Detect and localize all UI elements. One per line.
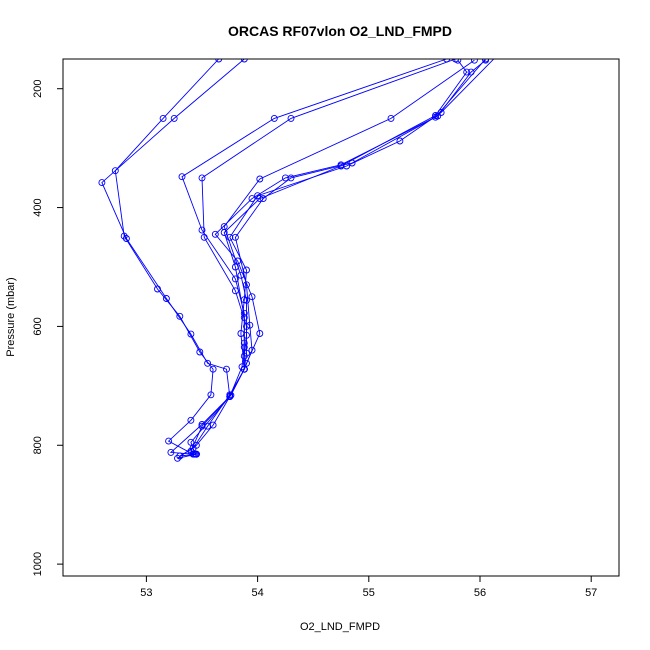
data-point — [215, 59, 223, 63]
data-point — [246, 321, 254, 329]
data-point — [211, 230, 219, 238]
data-point — [200, 233, 208, 241]
series-line — [190, 59, 486, 455]
data-point — [234, 257, 242, 265]
chart-title: ORCAS RF07vlon O2_LND_FMPD — [228, 23, 452, 39]
x-tick-label: 53 — [140, 587, 152, 599]
data-point — [240, 314, 248, 321]
series-line — [234, 59, 486, 370]
data-point — [240, 59, 248, 63]
data-point — [231, 263, 239, 271]
data-point — [396, 137, 404, 145]
series-line — [101, 59, 245, 455]
data-point — [174, 454, 181, 462]
data-point — [287, 114, 295, 122]
data-point — [337, 162, 345, 170]
data-point — [207, 391, 215, 399]
data-point — [495, 59, 499, 60]
data-point — [240, 365, 248, 373]
data-point — [122, 235, 130, 242]
data-point — [467, 68, 475, 76]
series-2 — [98, 59, 248, 458]
plot-frame — [62, 58, 620, 577]
data-point — [226, 393, 234, 400]
data-point — [482, 59, 490, 63]
data-point — [162, 295, 170, 302]
y-tick-label: 200 — [32, 80, 44, 98]
data-point — [198, 226, 206, 234]
y-tick-label: 400 — [32, 198, 44, 216]
data-point — [470, 59, 478, 64]
data-point — [454, 59, 462, 64]
data-point — [231, 287, 239, 295]
data-point — [248, 293, 256, 301]
x-tick-label: 57 — [585, 587, 597, 599]
data-point — [191, 450, 199, 458]
series-1 — [111, 59, 223, 458]
data-point — [482, 59, 490, 64]
data-point — [220, 229, 228, 236]
data-point — [248, 346, 256, 354]
data-point — [432, 112, 439, 119]
data-point — [176, 452, 184, 460]
data-point — [243, 359, 250, 367]
series-4 — [198, 59, 459, 373]
series-8 — [187, 59, 490, 458]
x-axis-label: O2_LND_FMPD — [300, 621, 380, 633]
data-point — [248, 195, 256, 203]
x-tick-label: 55 — [363, 587, 375, 599]
data-point — [226, 233, 234, 241]
data-point — [98, 179, 106, 187]
data-point — [187, 330, 195, 338]
data-point — [170, 114, 178, 122]
data-point — [198, 174, 206, 182]
y-tick-label: 1000 — [32, 552, 44, 576]
series-line — [179, 59, 475, 457]
data-point — [243, 266, 250, 274]
y-tick-label: 800 — [32, 436, 44, 454]
data-point — [270, 114, 278, 122]
data-point — [111, 167, 119, 175]
data-point — [256, 330, 264, 337]
data-point — [256, 175, 264, 183]
series-line — [223, 59, 468, 370]
x-tick-label: 56 — [474, 587, 486, 599]
series-line — [114, 59, 220, 455]
series-line — [190, 59, 495, 455]
data-point — [231, 275, 239, 283]
data-point — [243, 281, 250, 289]
data-point — [176, 312, 184, 320]
x-tick-label: 54 — [251, 587, 263, 599]
series-3 — [174, 59, 451, 462]
data-point — [387, 114, 395, 122]
series-line — [177, 59, 447, 459]
data-point — [240, 343, 248, 351]
series-9 — [220, 59, 471, 373]
data-point — [209, 365, 217, 373]
data-point — [178, 173, 186, 181]
series-7 — [187, 59, 499, 458]
data-point — [204, 359, 212, 367]
data-point — [227, 391, 235, 399]
data-point — [167, 448, 175, 456]
y-tick-label: 600 — [32, 317, 44, 335]
series-line — [201, 59, 456, 370]
y-axis-label: Pressure (mbar) — [5, 277, 17, 356]
data-point — [187, 438, 195, 446]
data-point — [159, 114, 167, 122]
data-point — [463, 68, 471, 76]
data-point — [223, 365, 230, 373]
data-point — [281, 174, 289, 182]
data-point — [165, 437, 173, 445]
data-point — [256, 195, 264, 203]
data-point — [187, 416, 195, 424]
